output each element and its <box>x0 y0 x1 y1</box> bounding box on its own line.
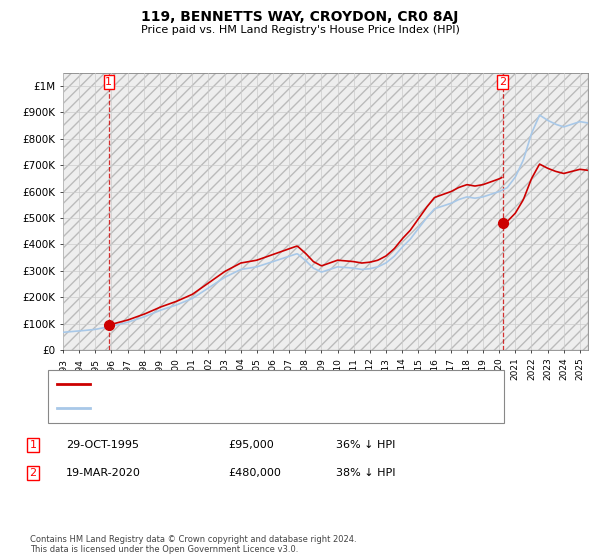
Text: 1: 1 <box>105 77 112 87</box>
Text: 1: 1 <box>29 440 37 450</box>
Text: 19-MAR-2020: 19-MAR-2020 <box>66 468 141 478</box>
Text: Price paid vs. HM Land Registry's House Price Index (HPI): Price paid vs. HM Land Registry's House … <box>140 25 460 35</box>
Text: 2: 2 <box>499 77 506 87</box>
Text: 119, BENNETTS WAY, CROYDON, CR0 8AJ (detached house): 119, BENNETTS WAY, CROYDON, CR0 8AJ (det… <box>96 380 391 390</box>
Text: 2: 2 <box>29 468 37 478</box>
Text: HPI: Average price, detached house, Croydon: HPI: Average price, detached house, Croy… <box>96 403 322 413</box>
Text: £480,000: £480,000 <box>228 468 281 478</box>
Text: 36% ↓ HPI: 36% ↓ HPI <box>336 440 395 450</box>
Text: 29-OCT-1995: 29-OCT-1995 <box>66 440 139 450</box>
Text: £95,000: £95,000 <box>228 440 274 450</box>
Text: 38% ↓ HPI: 38% ↓ HPI <box>336 468 395 478</box>
Bar <box>63 73 588 350</box>
Text: Contains HM Land Registry data © Crown copyright and database right 2024.
This d: Contains HM Land Registry data © Crown c… <box>30 535 356 554</box>
Text: 119, BENNETTS WAY, CROYDON, CR0 8AJ: 119, BENNETTS WAY, CROYDON, CR0 8AJ <box>142 10 458 24</box>
